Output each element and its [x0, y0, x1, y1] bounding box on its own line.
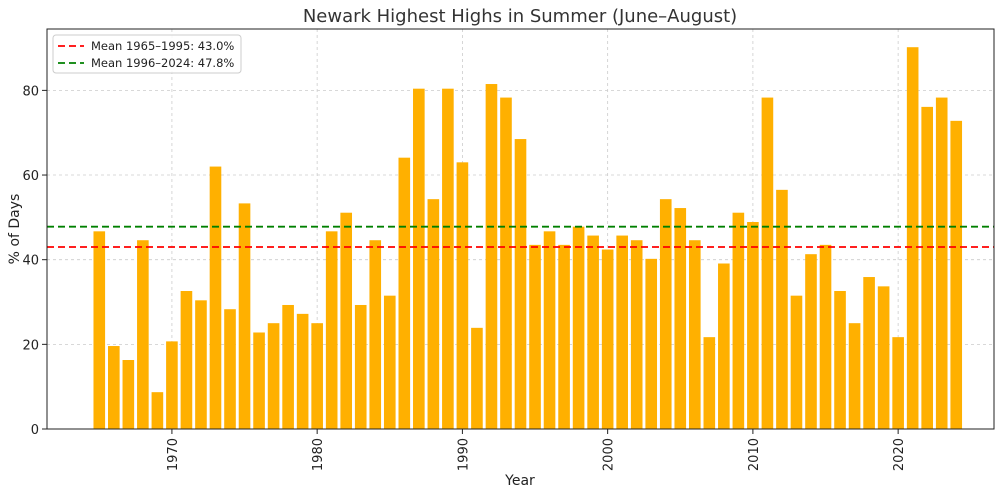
y-tick-label: 80 — [22, 84, 39, 99]
bar-1972 — [195, 300, 207, 429]
bar-1976 — [253, 332, 265, 429]
bar-2000 — [601, 249, 614, 429]
bar-2017 — [848, 323, 861, 429]
bar-2024 — [950, 120, 963, 429]
bar-2001 — [616, 235, 628, 429]
bar-2005 — [674, 208, 687, 429]
bar-2014 — [805, 254, 817, 429]
bar-2023 — [935, 97, 948, 430]
bar-1978 — [282, 304, 294, 429]
bar-2003 — [645, 258, 658, 429]
legend: Mean 1965–1995: 43.0% Mean 1996–2024: 47.… — [52, 34, 242, 74]
bar-2020 — [892, 337, 904, 429]
y-axis-label: % of Days — [7, 194, 23, 265]
y-tick-label: 20 — [22, 338, 39, 353]
x-axis-ticks: 1970 1980 1990 2000 2010 2020 — [166, 429, 907, 471]
bar-2004 — [659, 199, 672, 429]
bar-2002 — [630, 240, 643, 429]
bar-2018 — [863, 277, 875, 429]
bar-1975 — [238, 203, 251, 429]
legend-label-1: Mean 1965–1995: 43.0% — [91, 39, 234, 53]
bar-2013 — [790, 295, 803, 429]
bar-1965 — [93, 231, 106, 429]
bar-1979 — [296, 313, 309, 429]
x-tick-label: 2000 — [602, 438, 617, 471]
bar-2012 — [776, 189, 788, 429]
bar-1993 — [500, 97, 512, 430]
bar-1987 — [413, 88, 425, 429]
x-tick-label: 1980 — [311, 438, 326, 471]
bar-1991 — [471, 327, 483, 429]
bar-2011 — [761, 97, 774, 430]
y-tick-label: 0 — [31, 423, 39, 438]
bar-1981 — [325, 231, 338, 429]
bar-1970 — [166, 341, 178, 429]
bar-1969 — [151, 392, 164, 429]
plot-frame — [46, 28, 995, 430]
x-tick-label: 2020 — [892, 438, 907, 471]
bar-1985 — [383, 295, 396, 429]
bar-1982 — [340, 212, 353, 429]
x-tick-label: 2010 — [747, 438, 762, 471]
y-axis-ticks: 0 20 40 60 80 — [22, 84, 47, 438]
bar-1989 — [442, 88, 454, 429]
bar-2015 — [819, 244, 832, 429]
x-axis-label: Year — [504, 473, 535, 489]
bar-1974 — [224, 309, 236, 429]
bar-1968 — [137, 240, 149, 429]
bar-1997 — [558, 244, 570, 429]
bar-1995 — [529, 244, 541, 429]
x-tick-label: 1990 — [456, 438, 471, 471]
bar-1980 — [311, 323, 323, 429]
bar-2006 — [688, 240, 701, 429]
bar-2021 — [906, 47, 919, 430]
legend-label-2: Mean 1996–2024: 47.8% — [91, 56, 234, 70]
reference-lines — [47, 225, 994, 248]
bar-1977 — [267, 323, 280, 429]
bar-2010 — [747, 222, 759, 429]
bar-1994 — [514, 139, 527, 429]
bar-1973 — [209, 166, 222, 429]
bar-2008 — [718, 263, 730, 429]
legend-box — [52, 34, 242, 74]
bar-1983 — [354, 304, 367, 429]
bar-1998 — [572, 226, 585, 429]
bar-2019 — [877, 286, 890, 429]
bars — [93, 47, 963, 430]
chart-title: Newark Highest Highs in Summer (June–Aug… — [303, 6, 737, 27]
bar-1967 — [122, 360, 135, 429]
bar-1988 — [427, 199, 440, 429]
x-tick-label: 1970 — [166, 438, 181, 471]
bar-1996 — [543, 231, 556, 429]
bar-1990 — [456, 162, 469, 430]
y-tick-label: 60 — [22, 169, 39, 184]
bar-1992 — [485, 84, 498, 429]
bar-2009 — [732, 212, 745, 429]
bar-1966 — [108, 346, 120, 429]
bar-1984 — [369, 240, 382, 429]
y-tick-label: 40 — [22, 254, 39, 269]
bar-2007 — [703, 337, 716, 429]
bar-1971 — [180, 291, 193, 429]
bar-1999 — [587, 235, 599, 429]
bar-1986 — [398, 157, 411, 429]
bar-2016 — [834, 291, 846, 429]
bar-2022 — [921, 106, 933, 429]
